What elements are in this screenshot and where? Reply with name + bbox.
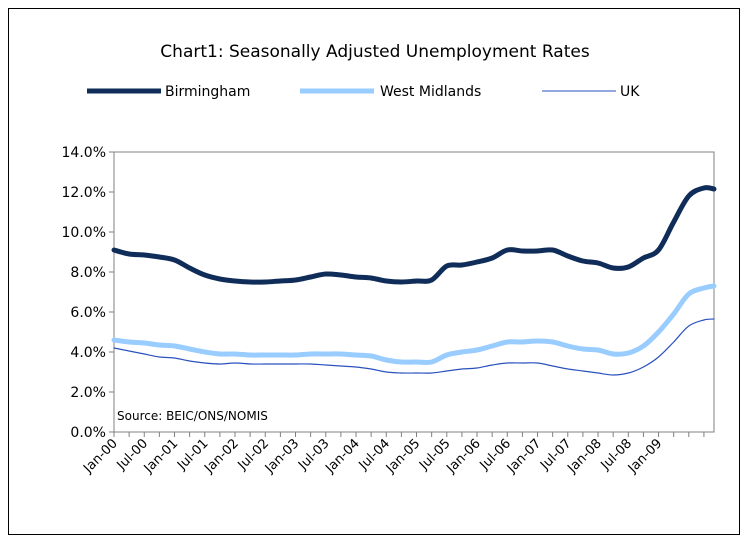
x-tick-label: Jan-04: [322, 436, 363, 477]
x-tick-label: Jan-09: [625, 436, 666, 477]
x-tick-label: Jan-02: [201, 436, 242, 477]
x-tick-label: Jan-06: [443, 436, 484, 477]
x-tick-label: Jan-05: [383, 436, 424, 477]
unemployment-chart: Chart1: Seasonally Adjusted Unemployment…: [62, 42, 717, 477]
series-line-uk: [113, 318, 715, 376]
x-tick-label: Jan-01: [141, 436, 182, 477]
y-tick-label: 4.0%: [70, 345, 106, 361]
y-tick-label: 0.0%: [70, 425, 106, 441]
legend-label-west-midlands: West Midlands: [380, 84, 481, 100]
y-tick-label: 10.0%: [62, 225, 106, 241]
y-tick-label: 12.0%: [62, 185, 106, 201]
y-tick-label: 2.0%: [70, 385, 106, 401]
x-tick-label: Jan-08: [564, 436, 605, 477]
y-axis: 0.0% 2.0% 4.0% 6.0% 8.0% 10.0% 12.0% 14.0%: [62, 145, 114, 441]
series-line-birmingham: [111, 185, 717, 285]
series-lines: [111, 185, 717, 376]
x-tick-label: Jan-03: [262, 436, 303, 477]
y-tick-label: 14.0%: [62, 145, 106, 161]
legend-label-birmingham: Birmingham: [165, 84, 250, 100]
y-tick-label: 6.0%: [70, 305, 106, 321]
y-tick-label: 8.0%: [70, 265, 106, 281]
source-note: Source: BEIC/ONS/NOMIS: [117, 409, 268, 423]
x-tick-label: Jan-07: [504, 436, 545, 477]
x-axis: Jan-00Jul-00Jan-01Jul-01Jan-02Jul-02Jan-…: [80, 432, 705, 477]
x-tick-label: Jan-00: [80, 436, 121, 477]
plot-area: [113, 151, 715, 433]
chart-frame: Chart1: Seasonally Adjusted Unemployment…: [8, 8, 740, 535]
chart-title: Chart1: Seasonally Adjusted Unemployment…: [160, 42, 590, 62]
series-line-west-midlands: [111, 283, 717, 366]
legend-label-uk: UK: [620, 84, 640, 100]
legend: Birmingham West Midlands UK: [87, 84, 640, 100]
